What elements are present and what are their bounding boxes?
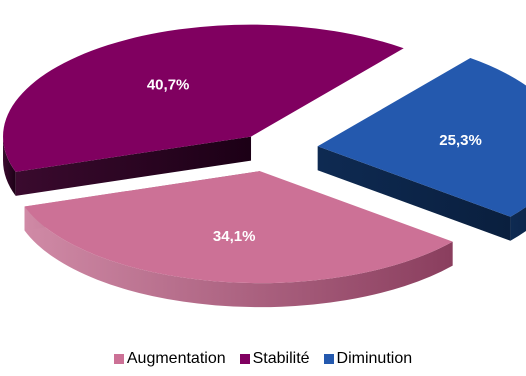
legend-item-stabilite: Stabilité [239, 350, 310, 368]
legend-label-diminution: Diminution [336, 350, 413, 367]
legend-item-diminution: Diminution [323, 350, 413, 368]
slice-top-augmentation [24, 171, 453, 284]
legend-swatch-augmentation [113, 354, 124, 364]
legend-label-augmentation: Augmentation [126, 350, 226, 367]
slice-wall-diminution [317, 146, 511, 241]
legend-item-augmentation: Augmentation [113, 350, 226, 368]
legend-swatch-stabilite [239, 354, 250, 364]
legend: Augmentation Stabilité Diminution [0, 348, 526, 370]
slice-side-stabilite [3, 136, 16, 196]
slice-diminution [317, 58, 526, 241]
slice-wall-stabilite [15, 136, 252, 196]
legend-swatch-diminution [323, 354, 334, 364]
slice-stabilite [3, 24, 404, 196]
slice-side-diminution [510, 207, 526, 241]
slice-label-stabilite: 40,7% [147, 76, 190, 93]
slice-label-augmentation: 34,1% [213, 228, 256, 245]
slice-augmentation [24, 171, 453, 308]
slice-top-stabilite [3, 24, 404, 172]
slice-label-diminution: 25,3% [439, 132, 482, 149]
slice-top-diminution [317, 58, 526, 217]
legend-label-stabilite: Stabilité [252, 350, 310, 367]
slice-side-augmentation [24, 206, 453, 308]
